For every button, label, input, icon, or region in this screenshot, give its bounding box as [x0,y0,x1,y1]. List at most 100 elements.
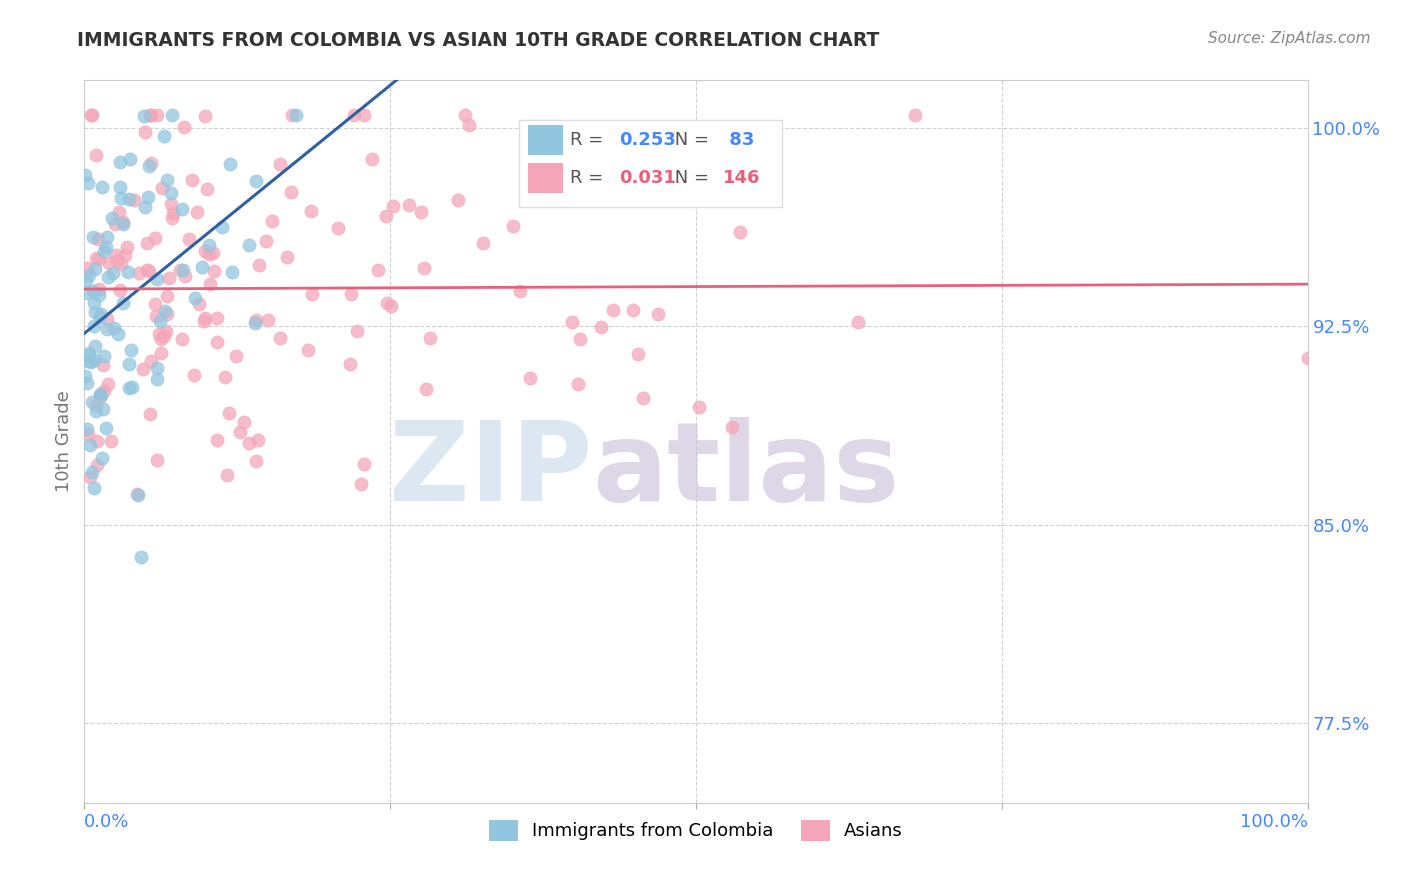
Point [77,176,100,190]
Point [340,287,363,301]
Point [139,354,162,368]
Point [91,358,114,372]
Point [413,260,436,275]
Point [75,273,97,287]
Point [96,311,118,326]
Point [152,128,174,143]
Point [509,285,531,299]
Point [198,238,221,252]
Point [156,173,179,187]
Point [122,193,145,207]
Point [692,177,714,191]
Point [346,324,368,338]
Point [84,404,107,418]
Point [218,157,240,171]
Point [108,283,131,297]
Point [160,211,183,225]
Point [127,487,149,501]
Point [221,265,243,279]
Point [211,220,233,235]
Text: IMMIGRANTS FROM COLOMBIA VS ASIAN 10TH GRADE CORRELATION CHART: IMMIGRANTS FROM COLOMBIA VS ASIAN 10TH G… [77,31,880,50]
Point [647,307,669,321]
Point [111,217,134,231]
Point [721,420,744,434]
Point [198,247,221,261]
Point [120,152,142,166]
Point [76,261,98,276]
Text: Source: ZipAtlas.com: Source: ZipAtlas.com [1208,31,1371,46]
Point [517,189,540,203]
Point [139,108,162,122]
Point [418,330,440,344]
Point [688,400,710,414]
Point [591,319,613,334]
Point [93,349,115,363]
FancyBboxPatch shape [529,125,562,155]
Point [93,384,115,398]
Point [150,332,173,346]
Point [269,330,291,344]
Point [80,465,103,479]
Point [301,286,323,301]
Point [90,388,112,402]
Point [79,438,101,452]
Text: 0.253: 0.253 [619,131,676,149]
Point [202,264,225,278]
Point [297,343,319,357]
Point [145,271,167,285]
Point [156,289,179,303]
Point [143,231,166,245]
Point [79,108,101,122]
Point [415,383,437,397]
Point [342,108,364,122]
Point [326,220,349,235]
Point [76,426,98,441]
FancyBboxPatch shape [519,120,782,207]
Point [257,312,280,326]
Point [96,322,118,336]
Point [148,326,170,341]
Point [218,406,240,420]
Point [245,454,267,468]
Point [353,108,375,122]
Point [91,402,114,417]
Point [86,434,108,448]
Point [134,109,156,123]
Point [76,422,98,436]
Point [519,371,541,385]
Point [454,108,477,122]
Point [101,266,124,280]
Point [115,240,138,254]
Point [381,199,404,213]
Point [157,270,180,285]
Point [285,108,308,122]
Point [375,296,398,310]
Point [128,266,150,280]
Point [108,180,131,194]
Point [146,453,169,467]
Point [117,265,139,279]
Text: 83: 83 [723,131,754,149]
Point [127,488,149,502]
Point [114,247,136,261]
Point [76,376,98,390]
Point [156,308,179,322]
Point [91,179,114,194]
Point [447,193,470,207]
Point [172,332,194,346]
Point [187,297,209,311]
Point [246,433,269,447]
Point [621,302,644,317]
Point [245,316,267,330]
Point [280,185,302,199]
Point [138,159,160,173]
Point [82,230,104,244]
Point [143,297,166,311]
Point [170,202,193,217]
Point [299,203,322,218]
Point [458,119,481,133]
Point [89,391,111,405]
Point [260,214,283,228]
Point [160,108,183,122]
Point [141,156,163,170]
